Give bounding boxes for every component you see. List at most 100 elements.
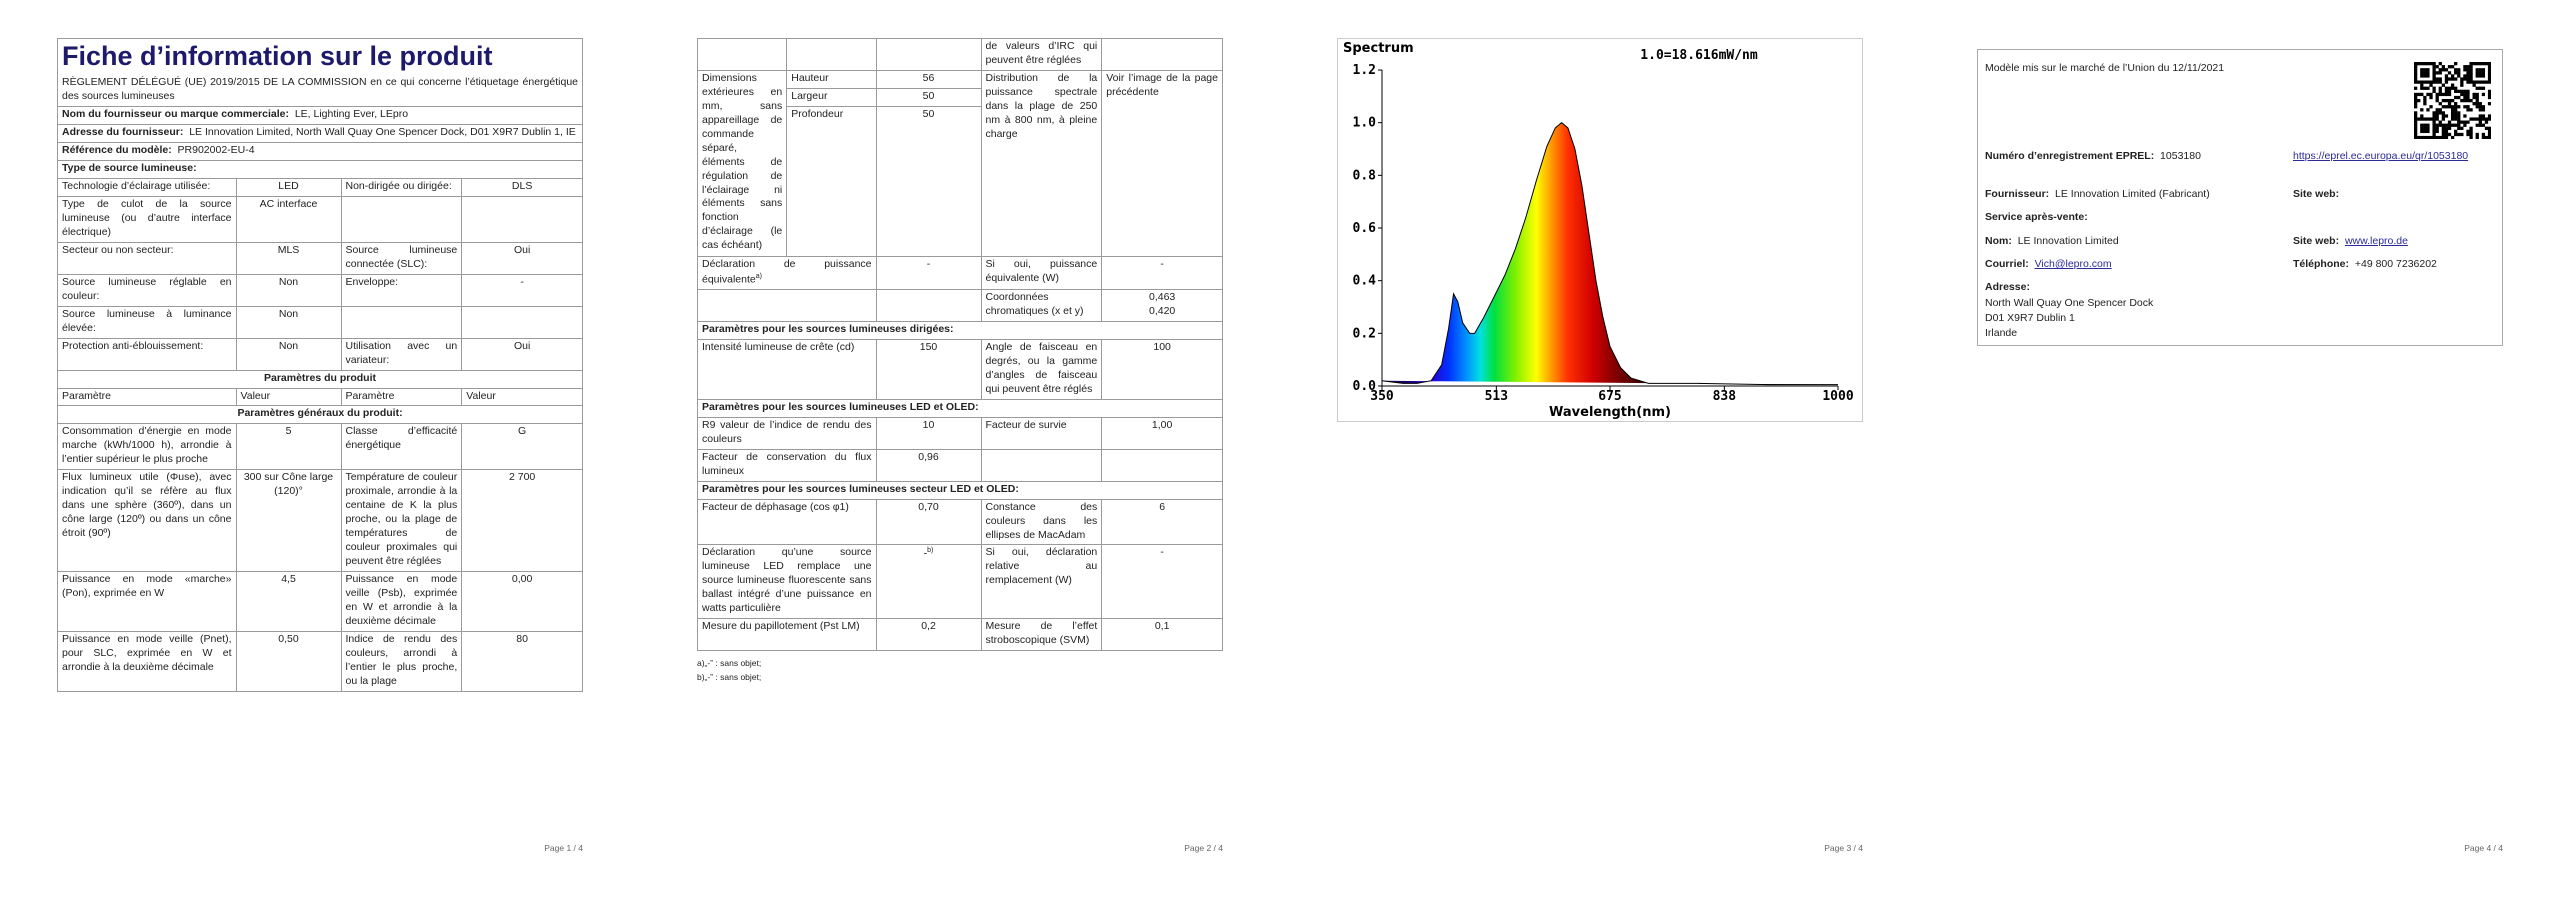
email-link[interactable]: Vich@lepro.com (2034, 258, 2112, 270)
qr-module (2469, 77, 2473, 81)
qr-module (2420, 68, 2424, 72)
qr-module (2444, 89, 2449, 93)
qr-module (2417, 80, 2421, 84)
text: Fournisseur: LE Innovation Limited (Fabr… (1985, 188, 2210, 200)
qr-module (2414, 80, 2418, 84)
qr-module (2423, 98, 2427, 103)
note-mark: b) (927, 547, 934, 555)
qr-module (2438, 86, 2442, 90)
qr-module (2450, 86, 2455, 90)
table-cell: MLS (235, 241, 342, 275)
qr-module (2484, 120, 2489, 124)
qr-module (2481, 71, 2486, 75)
qr-module (2472, 117, 2476, 121)
qr-module (2487, 74, 2491, 78)
table-cell: - (875, 255, 982, 291)
qr-module (2454, 102, 2458, 106)
qr-module (2463, 74, 2467, 78)
qr-module (2457, 123, 2461, 127)
qr-module (2478, 108, 2482, 112)
qr-module (2438, 111, 2442, 115)
qr-module (2432, 117, 2436, 121)
qr-module (2429, 105, 2433, 109)
qr-module (2423, 123, 2427, 127)
qr-module (2441, 92, 2445, 97)
web-link[interactable]: www.lepro.de (2344, 235, 2408, 247)
table-row: Consommation d’énergie en mode marche (k… (57, 423, 583, 471)
text: a)„-‟ : sans objet; (697, 658, 762, 669)
qr-module (2450, 77, 2455, 81)
table-cell: Facteur de déphasage (cos φ1) (697, 498, 877, 546)
text: Téléphone: +49 800 7236202 (2293, 258, 2437, 270)
qr-module (2466, 105, 2470, 109)
qr-module (2447, 105, 2452, 109)
qr-module (2438, 77, 2442, 81)
qr-module (2441, 123, 2445, 127)
table-row: Facteur de conservation du flux lumineux… (697, 448, 1223, 482)
table-cell: Utilisation avec un variateur: (340, 337, 463, 371)
qr-module (2420, 123, 2424, 127)
table-row: Adresse du fournisseur: LE Innovation Li… (57, 124, 583, 144)
qr-module (2426, 123, 2430, 127)
qr-module (2432, 135, 2436, 139)
table-cell: Enveloppe: (340, 273, 463, 307)
qr-module (2481, 68, 2486, 72)
qr-module (2475, 132, 2479, 137)
table-row: Nom du fournisseur ou marque commerciale… (57, 106, 583, 126)
text: Site web: (2293, 188, 2340, 200)
qr-module (2454, 71, 2458, 75)
table-cell: 1,00 (1101, 416, 1223, 450)
qr-module (2481, 92, 2486, 97)
qr-module (2481, 74, 2486, 78)
eprel-link[interactable]: https://eprel.ec.europa.eu/qr/1053180 (2293, 150, 2469, 162)
table-row: Secteur ou non secteur: MLS Source lumineu… (57, 241, 583, 275)
qr-module (2426, 62, 2430, 66)
qr-module (2423, 71, 2427, 75)
qr-module (2414, 105, 2418, 109)
table-cell: Source lumineuse à luminance élevée: (57, 305, 237, 339)
page-number: Page 2 / 4 (1184, 843, 1223, 853)
qr-module (2435, 108, 2439, 112)
page-number: Page 3 / 4 (1824, 843, 1863, 853)
qr-module (2447, 86, 2452, 90)
table-cell: 6 (1101, 498, 1223, 546)
qr-module (2457, 126, 2461, 130)
annotation: 1.0=18.616mW/nm (1640, 48, 1758, 63)
qr-module (2457, 95, 2461, 100)
qr-module (2472, 95, 2476, 100)
qr-module (2420, 86, 2424, 90)
qr-module (2478, 120, 2482, 124)
table-cell: - (461, 273, 583, 307)
text: Site web: (2293, 235, 2340, 247)
qr-module (2414, 135, 2418, 139)
text: Numéro d’enregistrement EPREL: (1985, 150, 2155, 162)
table-cell: Paramètres pour les sources lumineuses L… (697, 398, 1223, 418)
qr-module (2423, 95, 2427, 100)
text: LE Innovation Limited (Fabricant) (2055, 188, 2210, 200)
table-cell: 80 (461, 630, 583, 692)
qr-module (2454, 111, 2458, 115)
qr-module (2435, 135, 2439, 139)
qr-module (2463, 98, 2467, 103)
qr-module (2438, 71, 2442, 75)
qr-module (2481, 117, 2486, 121)
qr-module (2435, 80, 2439, 84)
qr-module (2487, 135, 2491, 139)
qr-module (2487, 132, 2491, 137)
text: Référence du modèle: (62, 144, 172, 157)
qr-module (2447, 92, 2452, 97)
qr-module (2487, 80, 2491, 84)
qr-module (2414, 102, 2418, 106)
qr-module (2475, 117, 2479, 121)
qr-module (2450, 111, 2455, 115)
table-cell: Largeur (786, 87, 877, 107)
text: Téléphone: (2293, 258, 2350, 270)
table-cell: Puissance en mode veille (Psb), exprimée… (340, 570, 463, 632)
qr-module (2414, 114, 2418, 118)
qr-module (2472, 62, 2476, 66)
text: Service après-vente: (1985, 211, 2088, 223)
qr-module (2463, 120, 2467, 124)
table-cell: Non (235, 337, 342, 371)
note-mark: a) (755, 272, 762, 280)
text: Irlande (1985, 327, 2018, 339)
